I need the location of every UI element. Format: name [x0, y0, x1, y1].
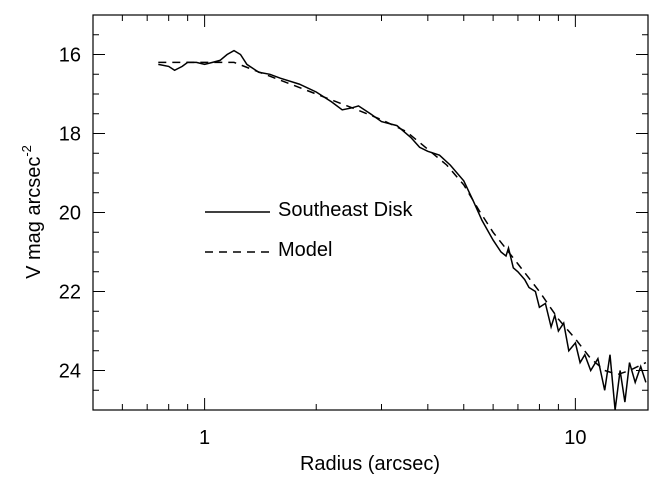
legend-label: Southeast Disk: [278, 199, 414, 221]
x-tick-label: 1: [199, 427, 210, 449]
x-tick-label: 10: [564, 427, 586, 449]
y-axis-label: V mag arcsec-2: [19, 145, 45, 279]
legend-label: Model: [278, 239, 332, 261]
y-tick-label: 18: [59, 124, 81, 146]
x-axis-label: Radius (arcsec): [300, 453, 440, 475]
y-axis-label-sup: -2: [19, 145, 34, 157]
y-tick-label: 24: [59, 361, 81, 383]
series-line: [158, 61, 647, 376]
y-tick-label: 22: [59, 282, 81, 304]
y-tick-label: 16: [59, 45, 81, 67]
series-line: [158, 49, 647, 410]
plot-area: [158, 49, 647, 410]
y-axis-label-text: V mag arcsec: [23, 157, 45, 279]
y-tick-label: 20: [59, 203, 81, 225]
